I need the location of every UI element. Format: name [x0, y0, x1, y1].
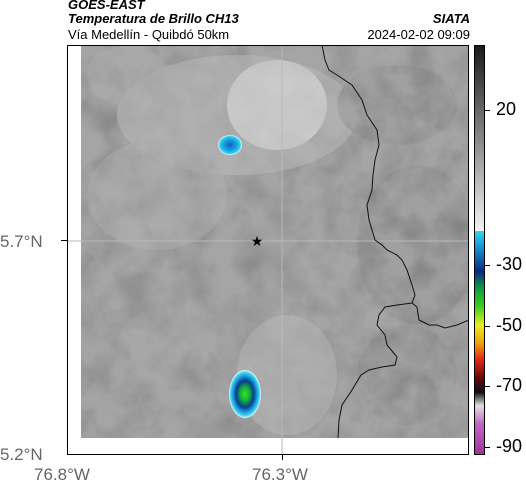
colorbar-tick-label: -50 [496, 315, 523, 335]
convective-cell-north [218, 135, 242, 155]
lon-tick-label: 76.3°W [252, 465, 308, 484]
route-subtitle: Vía Medellín - Quibdó 50km [68, 27, 230, 42]
datetime-label: 2024-02-02 09:09 [367, 27, 470, 42]
colorbar-tick-mark [485, 265, 490, 266]
lat-tick-label: 5.2°N [0, 445, 43, 464]
colorbar-tick-label: 20 [496, 99, 517, 119]
colorbar-tick-mark [485, 447, 490, 448]
department-border [321, 45, 416, 439]
agency-label: SIATA [432, 11, 470, 26]
no-data-bottom [67, 438, 469, 455]
product-title: Temperatura de Brillo CH13 [68, 11, 239, 26]
colorbar-color-segment [474, 231, 485, 455]
colorbar-gray-segment [474, 45, 485, 231]
no-data-left [67, 45, 81, 455]
colorbar-tick-mark [485, 326, 490, 327]
colorbar-frame [474, 45, 485, 455]
lat-tick-mark [61, 240, 67, 241]
colorbar-tick-label: -70 [496, 375, 523, 395]
convective-cell-south [229, 370, 261, 418]
lon-tick-mark [282, 455, 283, 460]
lat-tick-label: 5.7°N [0, 232, 43, 251]
colorbar-tick-mark [485, 110, 490, 111]
colorbar [474, 45, 485, 455]
colorbar-tick-mark [485, 386, 490, 387]
satellite-map[interactable]: ★ [67, 45, 469, 455]
department-border-2 [411, 302, 469, 329]
lon-tick-label: 76.8°W [34, 465, 90, 484]
satellite-name: GOES-EAST [68, 0, 145, 12]
colorbar-tick-label: -30 [496, 254, 523, 274]
map-svg: ★ [67, 45, 469, 455]
colorbar-tick-label: -90 [496, 436, 523, 456]
star-icon: ★ [251, 233, 264, 249]
imagery-texture [67, 45, 469, 455]
